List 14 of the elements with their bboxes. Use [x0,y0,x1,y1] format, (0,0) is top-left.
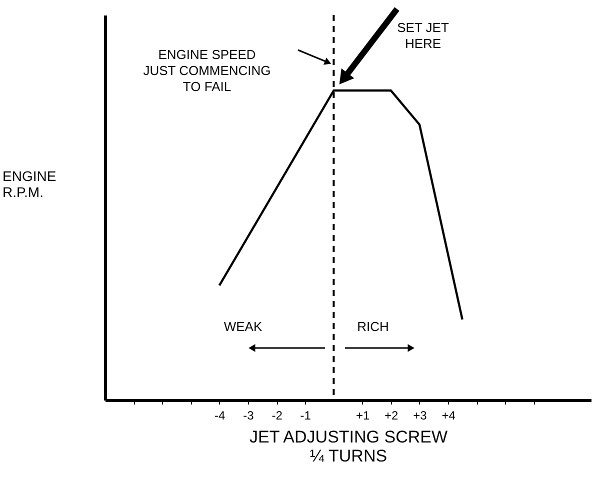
x-tick-label: +2 [384,408,399,422]
x-tick-label: +4 [442,408,456,422]
x-tick-label: -4 [214,408,226,422]
x-tick-label: -3 [243,408,254,422]
annotation: WEAK [224,319,262,334]
annotation: RICH [357,319,389,334]
x-tick-label: +3 [413,408,428,422]
annotation: ENGINE SPEED JUST COMMENCING TO FAIL [143,47,271,94]
x-tick-label: -1 [300,408,312,422]
x-tick-label: -2 [272,408,283,422]
text: SET JET HERE [397,20,449,51]
x-tick-label: +1 [356,408,370,422]
x-axis-title: JET ADJUSTING SCREW ¼ TURNS [249,428,448,466]
y-axis-title: ENGINE R.P.M. [2,168,56,200]
